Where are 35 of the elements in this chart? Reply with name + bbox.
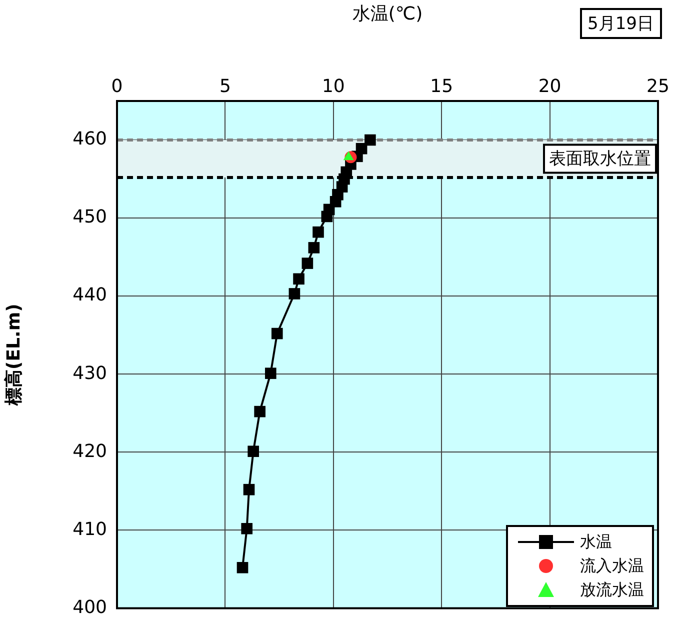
point xyxy=(243,484,255,496)
y-tick-label: 450 xyxy=(72,206,107,228)
point xyxy=(271,328,283,340)
legend-label: 流入水温 xyxy=(580,556,644,576)
x-tick-label: 15 xyxy=(430,76,454,97)
y-tick-label: 430 xyxy=(72,362,107,384)
y-tick-label: 440 xyxy=(72,284,107,306)
point xyxy=(264,368,276,379)
y-tick-label: 400 xyxy=(72,596,107,618)
legend-label: 水温 xyxy=(580,532,612,552)
point xyxy=(343,151,354,160)
point xyxy=(312,226,324,238)
point xyxy=(293,273,304,285)
point xyxy=(308,242,320,254)
point xyxy=(356,142,368,154)
x-tick-label: 20 xyxy=(538,76,562,97)
x-axis-title: 水温(℃) xyxy=(352,3,423,24)
band-label: 表面取水位置 xyxy=(549,149,651,170)
point xyxy=(288,288,300,300)
y-tick-label: 460 xyxy=(72,128,107,150)
point xyxy=(236,562,248,574)
legend-label: 放流水温 xyxy=(580,580,644,600)
y-axis-title: 標高(EL.m) xyxy=(3,304,24,407)
point xyxy=(364,134,376,146)
point xyxy=(302,258,314,269)
x-tick-label: 25 xyxy=(646,76,670,97)
point xyxy=(248,446,259,458)
point xyxy=(254,406,266,418)
y-tick-label: 420 xyxy=(72,440,107,462)
x-tick-label: 0 xyxy=(111,76,123,97)
x-tick-label: 5 xyxy=(219,76,231,97)
x-tick-label: 10 xyxy=(322,76,345,97)
point xyxy=(241,522,252,534)
y-tick-label: 410 xyxy=(72,518,107,540)
chart-title: 5月19日 xyxy=(580,8,662,39)
